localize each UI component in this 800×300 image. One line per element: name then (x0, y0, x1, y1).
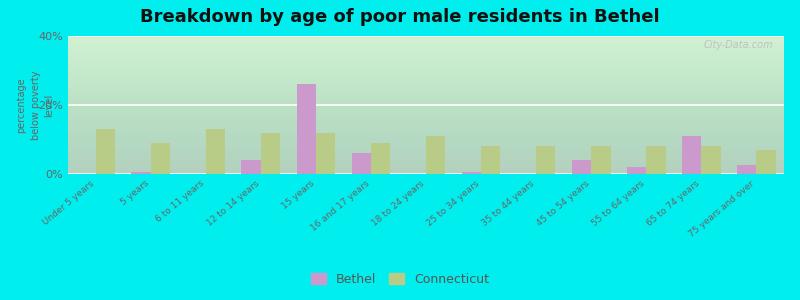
Y-axis label: percentage
below poverty
level: percentage below poverty level (17, 70, 54, 140)
Text: Breakdown by age of poor male residents in Bethel: Breakdown by age of poor male residents … (140, 8, 660, 26)
Bar (371, 143, 390, 174)
Bar (682, 136, 702, 174)
Bar (627, 167, 646, 174)
Bar (481, 146, 500, 174)
Bar (242, 160, 261, 174)
Text: City-Data.com: City-Data.com (704, 40, 774, 50)
Bar (536, 146, 555, 174)
Bar (95, 129, 115, 174)
Bar (572, 160, 591, 174)
Bar (737, 165, 757, 174)
Bar (131, 172, 150, 174)
Bar (462, 172, 481, 174)
Bar (352, 153, 371, 174)
Bar (316, 133, 335, 174)
Bar (206, 129, 225, 174)
Bar (646, 146, 666, 174)
Bar (297, 84, 316, 174)
Legend: Bethel, Connecticut: Bethel, Connecticut (306, 268, 494, 291)
Bar (591, 146, 610, 174)
Bar (150, 143, 170, 174)
Bar (426, 136, 446, 174)
Bar (261, 133, 280, 174)
Bar (757, 150, 776, 174)
Bar (702, 146, 721, 174)
